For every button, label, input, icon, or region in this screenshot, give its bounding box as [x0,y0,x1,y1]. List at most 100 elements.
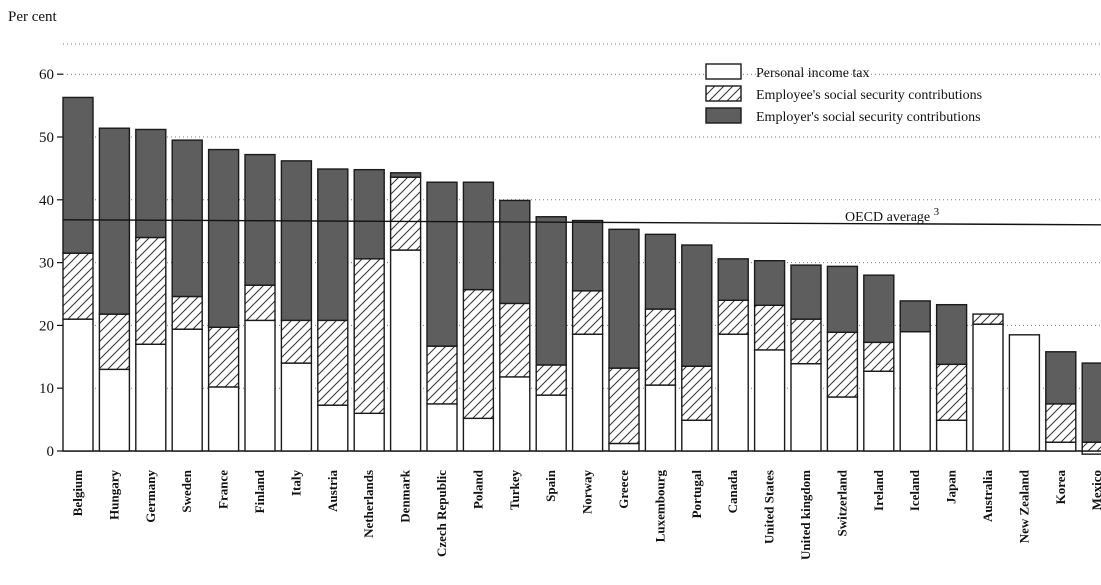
employer-ssc-segment [244,153,276,286]
oecd-average-label: OECD average 3 [845,206,940,225]
personal-income-tax-segment [462,417,495,452]
x-tick-label: United States [762,470,777,544]
bar-united-states [753,260,786,452]
employee-ssc-segment [499,302,531,378]
x-tick-label: Greece [616,470,631,509]
bar-hungary [98,127,131,452]
bar-turkey [499,199,531,452]
employee-ssc-segment [389,176,422,251]
y-tick-label: 30 [39,256,54,272]
bar-greece [608,228,640,452]
employer-ssc-segment [899,300,931,333]
legend-label: Employer's social security contributions [756,110,981,125]
bar-new-zealand [1008,334,1041,452]
bar-japan [935,303,968,452]
bar-korea [1045,351,1077,452]
personal-income-tax-segment [717,333,749,452]
personal-income-tax-segment [499,376,531,452]
x-tick-label: Mexico [1089,470,1101,510]
employee-ssc-segment [717,299,749,335]
bar-italy [280,160,313,452]
employer-ssc-segment [535,216,567,366]
employee-ssc-segment [171,295,203,330]
personal-income-tax-segment [972,323,1004,452]
x-tick-label: New Zealand [1016,469,1031,543]
bar-united-kingdom [790,264,822,452]
bar-poland [462,181,495,452]
personal-income-tax-segment [535,394,567,452]
x-axis-labels: Belgium Hungary Germany Sweden France Finland… [70,469,1101,560]
bar-czech-republic [426,181,458,452]
bar-luxembourg [644,233,677,452]
personal-income-tax-segment [571,333,604,452]
employer-ssc-segment [863,274,895,344]
employer-ssc-segment [681,244,713,367]
y-tick-label: 10 [39,381,54,397]
employer-ssc-segment [608,228,640,369]
employee-ssc-segment [462,288,495,420]
personal-income-tax-segment [171,328,203,452]
oecd-average-line-group: OECD average 3 [62,206,1101,226]
bar-sweden [171,139,203,452]
x-tick-label: Austria [325,470,340,512]
employee-ssc-segment [972,313,1004,325]
bar-switzerland [826,265,859,452]
bar-canada [717,258,749,452]
personal-income-tax-segment [353,412,385,452]
employer-ssc-segment [207,148,240,328]
y-axis-title: Per cent [8,9,57,25]
personal-income-tax-segment [62,318,94,452]
employer-ssc-segment [98,127,131,315]
employee-ssc-segment [644,308,677,386]
bar-norway [571,219,604,452]
employer-ssc-segment [353,168,385,260]
employer-ssc-segment [644,233,677,310]
employee-ssc-segment [753,304,786,351]
personal-income-tax-segment [98,368,131,452]
x-tick-label: Italy [288,470,303,497]
x-tick-label: Portugal [689,470,704,519]
personal-income-tax-segment [426,403,458,452]
employee-ssc-segment [426,345,458,405]
x-tick-label: Iceland [907,469,922,511]
y-tick-label: 60 [39,67,54,83]
x-tick-label: Australia [980,470,995,523]
x-tick-label: Switzerland [834,469,849,536]
bar-portugal [681,244,713,452]
employer-ssc-segment [826,265,859,334]
employee-ssc-segment [317,319,349,406]
personal-income-tax-segment [317,404,349,452]
employee-ssc-segment [1045,403,1077,443]
bar-ireland [863,274,895,452]
x-tick-label: United kingdom [798,470,813,560]
employer-ssc-segment [171,139,203,298]
x-tick-label: Luxembourg [652,470,667,543]
bar-belgium [62,96,94,452]
personal-income-tax-segment [863,370,895,452]
employee-ssc-segment [535,364,567,396]
employer-ssc-segment [753,260,786,307]
employer-ssc-segment [571,219,604,292]
employee-ssc-segment [244,284,276,322]
employer-ssc-segment [1045,351,1077,405]
employee-ssc-segment [608,367,640,445]
x-tick-label: Belgium [70,470,85,516]
employee-ssc-segment [571,290,604,335]
x-tick-label: Finland [252,469,267,513]
bar-spain [535,216,567,452]
employer-ssc-segment [280,160,313,322]
employer-ssc-segment [317,168,349,322]
employer-ssc-segment [935,303,968,366]
bar-germany [135,128,167,452]
bar-netherlands [353,168,385,452]
personal-income-tax-segment [826,396,859,452]
employee-ssc-segment [681,365,713,421]
employer-ssc-segment [135,128,167,239]
x-tick-label: Japan [944,469,959,504]
bar-austria [317,168,349,452]
employee-ssc-segment [98,313,131,371]
legend-label: Personal income tax [756,66,870,81]
employer-ssc-segment [499,199,531,305]
x-tick-label: Spain [543,469,558,502]
